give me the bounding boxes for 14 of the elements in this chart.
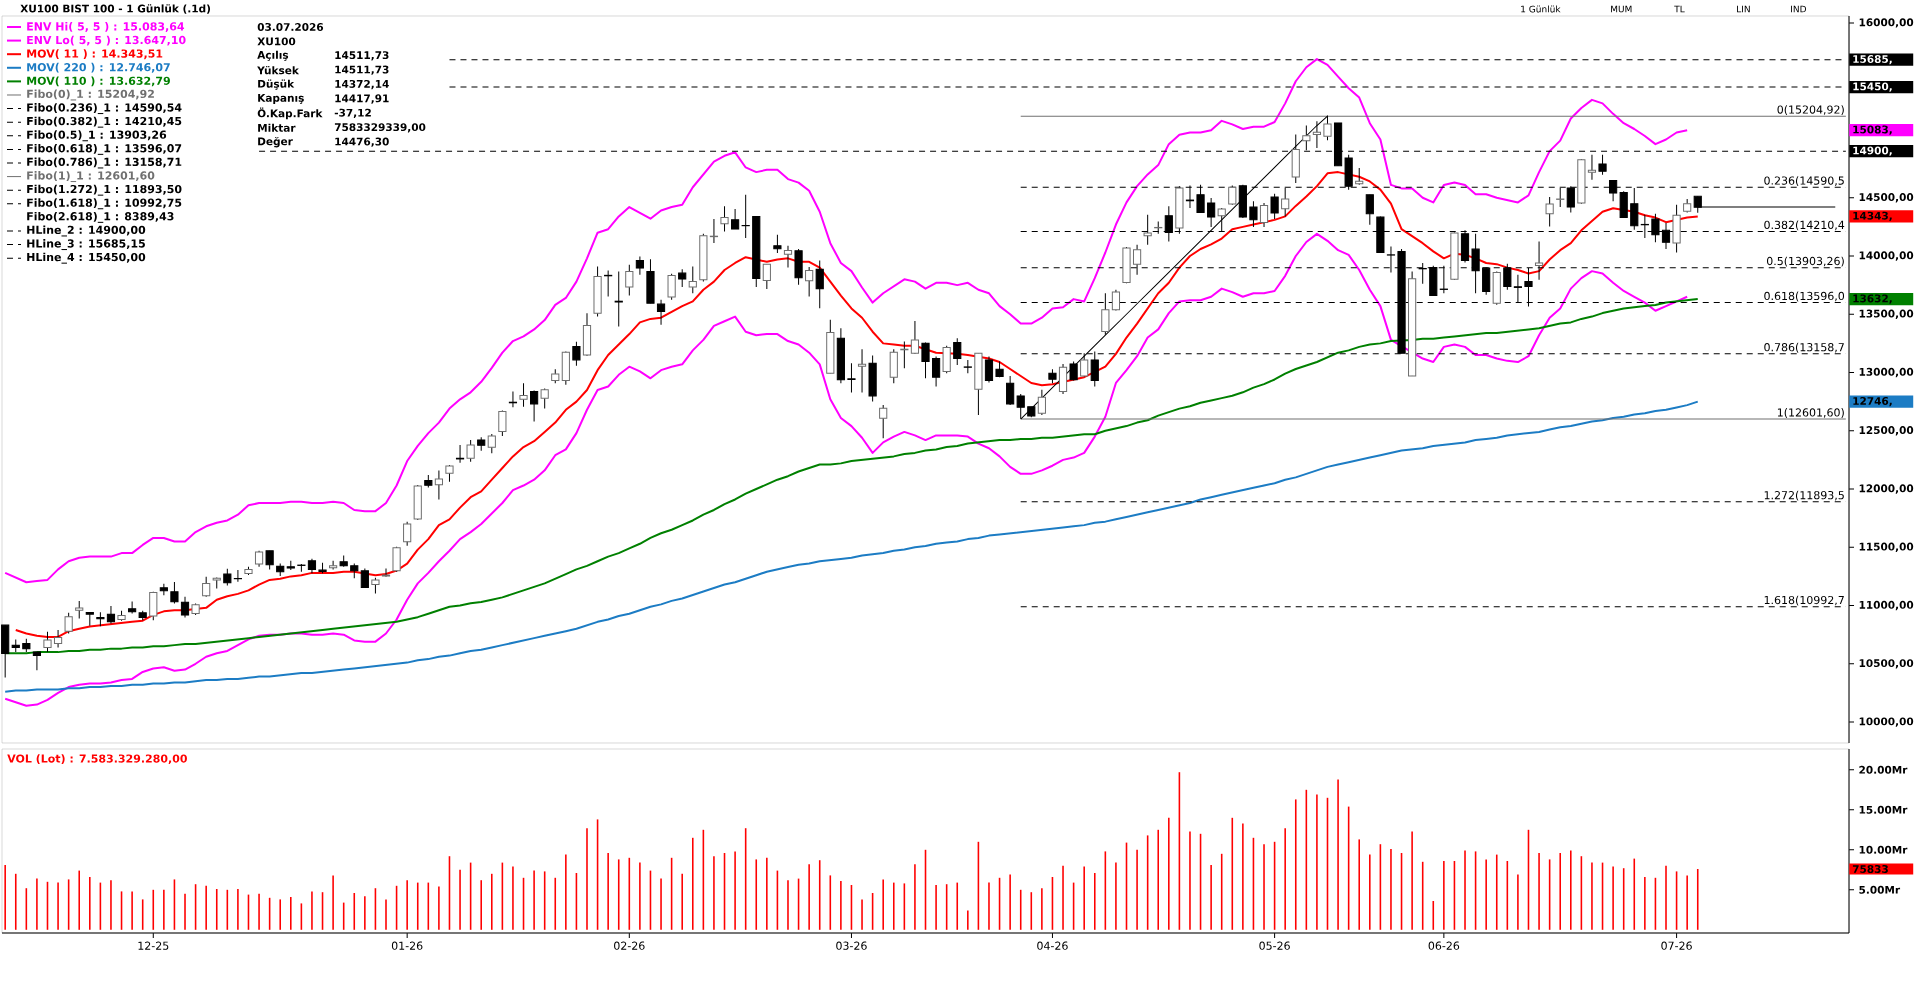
x-tick-label: 04-26 <box>1037 941 1068 950</box>
chart-title: VOL (Lot) : 7.583.329.280,00 <box>7 754 187 765</box>
y-tick-label: 20.00Mr <box>1859 765 1908 774</box>
x-tick-label: 07-26 <box>1661 941 1692 950</box>
x-tick-label: 05-26 <box>1259 941 1290 950</box>
x-tick-label: 12-25 <box>138 941 169 950</box>
x-tick-label: 01-26 <box>391 941 423 950</box>
y-tick-label: 10.00Mr <box>1859 845 1908 854</box>
y-tick-label: 5.00Mr <box>1859 885 1901 894</box>
x-tick-label: 03-26 <box>836 941 867 950</box>
x-tick-label: 02-26 <box>614 941 645 950</box>
y-tick-label: 15.00Mr <box>1859 805 1908 814</box>
x-tick-label: 06-26 <box>1428 941 1460 950</box>
text: 75833 <box>1852 865 1888 873</box>
